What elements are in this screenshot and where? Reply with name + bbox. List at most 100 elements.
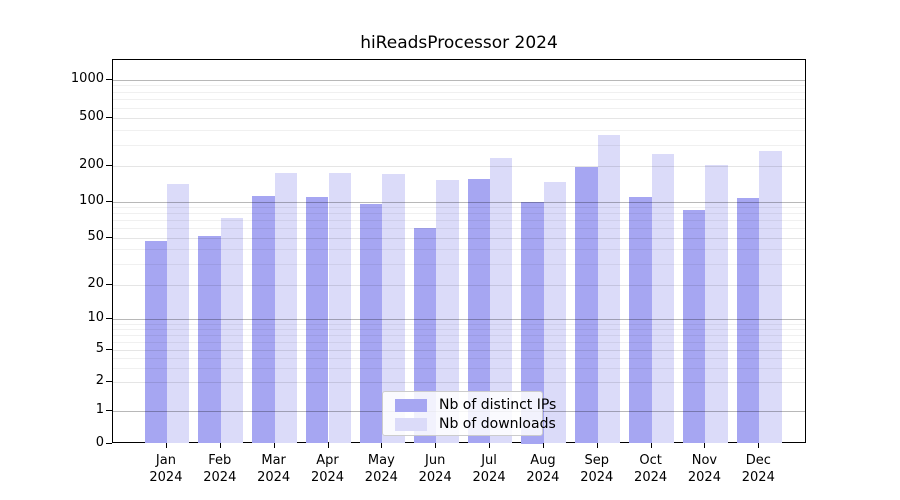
legend-label: Nb of downloads: [439, 416, 556, 432]
bar-distinct-ips-feb: [198, 236, 221, 444]
gridline-minor: [113, 213, 805, 215]
bar-distinct-ips-jul: [467, 179, 491, 444]
x-tick: [165, 442, 167, 448]
x-tick: [704, 442, 706, 448]
x-tick: [758, 442, 760, 448]
bar-distinct-ips-may: [359, 204, 383, 444]
y-tick-label: 100: [79, 192, 104, 208]
bar-distinct-ips-jun: [413, 228, 437, 444]
gridline-minor: [113, 220, 805, 222]
y-tick: [106, 283, 112, 285]
y-tick-label: 2: [95, 372, 104, 388]
x-tick: [219, 442, 221, 448]
x-tick-label-aug: Aug 2024: [526, 452, 560, 485]
x-tick-label-jan: Jan 2024: [149, 452, 183, 485]
gridline: [113, 237, 805, 239]
gridline: [113, 284, 805, 286]
gridline: [113, 319, 805, 320]
y-tick: [106, 165, 112, 166]
bar-downloads-apr: [328, 173, 351, 444]
gridline-minor: [113, 99, 805, 101]
legend-swatch-distinct-ips: [395, 399, 427, 412]
y-tick: [106, 409, 112, 411]
y-tick-label: 50: [87, 228, 104, 244]
bar-downloads-nov: [705, 165, 728, 444]
bar-downloads-jan: [166, 184, 190, 444]
gridline-minor: [113, 107, 805, 109]
y-tick-label: 0: [95, 434, 104, 450]
x-tick-label-sep: Sep 2024: [580, 452, 614, 485]
plot-area: [112, 59, 806, 444]
bar-distinct-ips-mar: [252, 196, 275, 444]
gridline: [113, 166, 805, 167]
bar-downloads-may: [382, 173, 405, 444]
x-tick-label-feb: Feb 2024: [203, 452, 237, 485]
gridline: [113, 118, 805, 119]
gridline-minor: [113, 328, 805, 330]
legend-label: Nb of distinct IPs: [439, 397, 557, 413]
gridline-minor: [113, 357, 805, 359]
bar-distinct-ips-aug: [521, 201, 544, 444]
bar-distinct-ips-jan: [144, 240, 167, 444]
legend-item-downloads: Nb of downloads: [383, 415, 556, 433]
x-tick-label-may: May 2024: [364, 452, 398, 485]
gridline: [113, 350, 805, 351]
bar-distinct-ips-dec: [736, 198, 760, 444]
y-tick-label: 1000: [70, 70, 104, 86]
legend-swatch-downloads: [395, 418, 427, 431]
gridline-minor: [113, 341, 805, 343]
chart-title: hiReadsProcessor 2024: [360, 33, 558, 53]
bar-distinct-ips-oct: [629, 196, 652, 444]
x-tick-label-oct: Oct 2024: [634, 452, 668, 485]
gridline: [113, 79, 805, 81]
y-tick: [106, 442, 112, 444]
bar-distinct-ips-nov: [683, 209, 706, 444]
gridline-minor: [113, 323, 805, 325]
bar-downloads-feb: [220, 217, 244, 444]
gridline-minor: [113, 334, 805, 336]
gridline-minor: [113, 91, 805, 93]
gridline-minor: [113, 129, 805, 131]
gridline-minor: [113, 263, 805, 265]
gridline-minor: [113, 206, 805, 208]
y-tick-label: 1: [95, 401, 104, 417]
bar-downloads-jun: [436, 180, 459, 444]
bar-downloads-jul: [490, 157, 513, 444]
gridline-minor: [113, 367, 805, 369]
y-tick: [106, 349, 112, 350]
bar-distinct-ips-apr: [306, 196, 329, 444]
y-tick: [106, 318, 112, 319]
gridline: [113, 381, 805, 383]
x-tick-label-dec: Dec 2024: [741, 452, 775, 485]
y-tick: [106, 200, 112, 202]
x-tick-label-jul: Jul 2024: [472, 452, 506, 485]
gridline-minor: [113, 228, 805, 230]
x-tick: [596, 442, 598, 448]
bar-downloads-sep: [597, 135, 621, 444]
x-tick: [381, 442, 383, 448]
x-tick: [542, 442, 544, 448]
x-tick: [435, 442, 437, 448]
x-tick-label-nov: Nov 2024: [687, 452, 721, 485]
x-tick-label-jun: Jun 2024: [418, 452, 452, 485]
gridline: [113, 201, 805, 203]
y-tick-label: 20: [87, 275, 104, 291]
gridline-minor: [113, 248, 805, 250]
y-tick-label: 500: [79, 109, 104, 124]
gridline-minor: [113, 85, 805, 87]
bar-downloads-aug: [543, 182, 567, 444]
y-tick: [106, 236, 112, 238]
legend-item-distinct-ips: Nb of distinct IPs: [383, 396, 556, 414]
bar-downloads-mar: [274, 173, 298, 444]
x-tick: [327, 442, 329, 448]
bar-downloads-oct: [651, 154, 675, 444]
y-tick: [106, 380, 112, 382]
bar-downloads-dec: [759, 151, 782, 444]
x-tick: [273, 442, 275, 448]
y-tick-label: 5: [95, 341, 104, 356]
gridline-minor: [113, 144, 805, 146]
y-tick: [106, 117, 112, 118]
legend: Nb of distinct IPs Nb of downloads: [382, 391, 556, 436]
bar-distinct-ips-sep: [575, 166, 598, 444]
